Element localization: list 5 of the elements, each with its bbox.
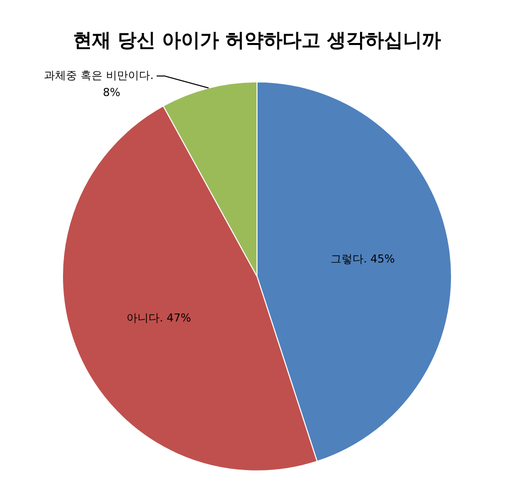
slice-label: 그렇다. 45% (330, 252, 395, 266)
slice-label: 과체중 혹은 비만이다. (44, 68, 154, 82)
slice-label: 아니다. 47% (126, 312, 192, 325)
chart-title: 현재 당신 아이가 허약하다고 생각하십니까 (72, 29, 442, 52)
data-label: 8% (102, 86, 120, 99)
